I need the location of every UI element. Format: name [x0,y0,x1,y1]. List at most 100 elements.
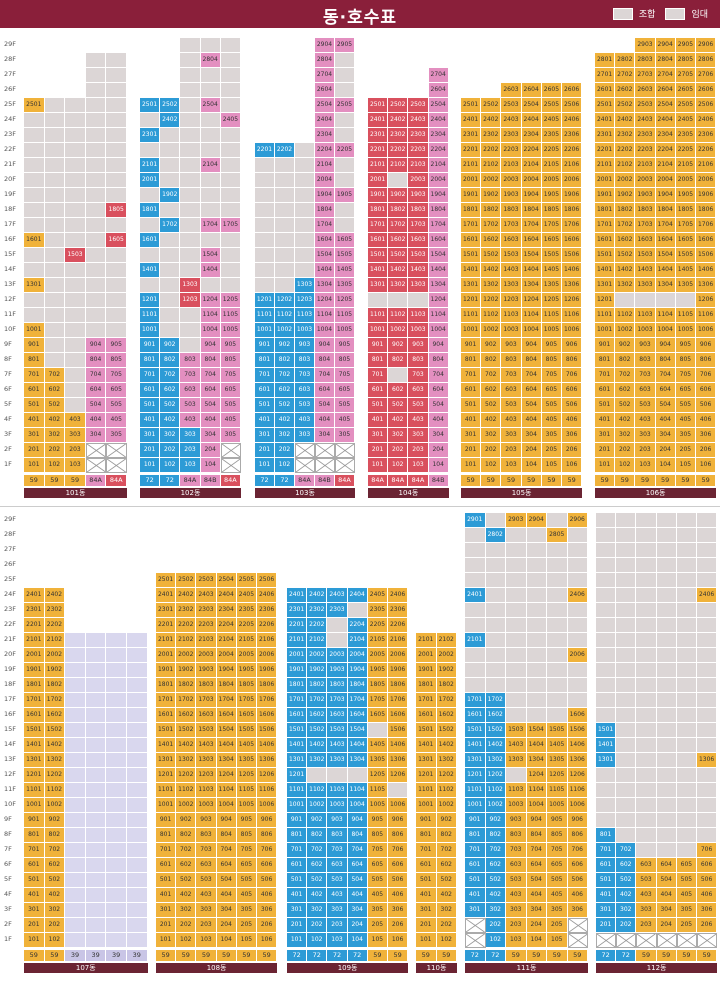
unit-cell: 102 [44,458,66,473]
unit-cell [106,143,127,158]
unit-cell: 1401 [465,738,486,753]
unit-cell [127,813,148,828]
unit-cell [526,633,547,648]
cell-unavailable [697,933,718,948]
unit-cell [85,113,107,128]
unit-cell: 1306 [388,753,409,768]
unit-cell [200,203,221,218]
unit-cell: 905 [367,813,388,828]
unit-cell [180,83,201,98]
unit-cell: 1002 [615,323,636,338]
unit-cell: 2202 [615,143,636,158]
unit-cell: 2001 [287,648,308,663]
unit-cell: 305 [547,903,568,918]
unit-cell: 1806 [562,203,583,218]
unit-cell: 2402 [176,588,197,603]
unit-cell: 2101 [368,158,389,173]
unit-cell: 504 [347,873,368,888]
floor-label: 7F [4,845,12,853]
unit-cell [160,308,181,323]
unit-cell: 902 [481,338,502,353]
unit-cell: 1805 [236,678,257,693]
unit-cell [65,783,86,798]
unit-cell: 2604 [655,83,676,98]
unit-cell [275,158,295,173]
unit-cell [388,173,409,188]
unit-cell: 501 [156,873,177,888]
unit-cell: 304 [521,428,542,443]
unit-cell [636,768,657,783]
unit-cell [127,873,148,888]
unit-cell: 706 [567,843,588,858]
unit-cell: 1104 [200,308,221,323]
unit-type-label: 72 [616,950,636,961]
unit-cell: 505 [675,398,696,413]
unit-cell: 1805 [367,678,388,693]
unit-type-label: 72 [287,950,307,961]
unit-cell: 1102 [388,308,409,323]
unit-cell: 1901 [416,663,437,678]
unit-cell [65,708,86,723]
unit-cell [656,528,677,543]
unit-cell: 2006 [562,173,583,188]
unit-cell [220,173,241,188]
unit-cell: 402 [44,888,66,903]
unit-cell: 1402 [615,263,636,278]
unit-type-label: 59 [567,950,587,961]
unit-cell: 101 [368,458,389,473]
unit-cell: 401 [465,888,486,903]
unit-cell [616,813,637,828]
unit-cell: 503 [501,398,522,413]
unit-cell: 2103 [196,633,217,648]
unit-cell: 2104 [521,158,542,173]
floor-label: 11F [4,310,17,318]
unit-cell: 1404 [428,263,449,278]
floor-label: 2F [4,920,12,928]
unit-type-label: 72 [160,475,180,486]
unit-cell: 1103 [327,783,348,798]
unit-cell [106,768,127,783]
unit-cell: 404 [656,888,677,903]
unit-cell: 402 [436,888,457,903]
unit-type-label: 84A [368,475,388,486]
unit-cell: 502 [388,398,409,413]
unit-cell: 505 [367,873,388,888]
unit-cell [200,173,221,188]
unit-cell: 1305 [547,753,568,768]
unit-cell [567,693,588,708]
unit-cell [656,798,677,813]
unit-cell [85,323,107,338]
unit-cell: 702 [485,843,506,858]
unit-cell [485,513,506,528]
unit-cell: 505 [547,873,568,888]
unit-cell: 703 [196,843,217,858]
unit-cell: 902 [307,813,328,828]
cell-unavailable [676,933,697,948]
unit-cell: 2305 [541,128,562,143]
unit-cell: 604 [315,383,335,398]
unit-type-label: 59 [615,475,635,486]
unit-cell: 1303 [327,753,348,768]
floor-label: 6F [4,860,12,868]
unit-cell [106,188,127,203]
floor-label: 29F [4,515,17,523]
unit-cell: 1005 [236,798,257,813]
unit-cell: 202 [44,443,66,458]
unit-cell: 1102 [176,783,197,798]
unit-cell [106,888,127,903]
unit-cell: 103 [501,458,522,473]
unit-cell: 602 [388,383,409,398]
unit-cell: 1601 [465,708,486,723]
unit-cell: 301 [416,903,437,918]
unit-cell: 1501 [465,723,486,738]
unit-cell: 701 [596,843,617,858]
unit-cell: 1803 [635,203,656,218]
unit-cell: 904 [200,338,221,353]
unit-cell: 101 [461,458,482,473]
unit-cell: 2005 [236,648,257,663]
unit-type-label: 59 [656,950,676,961]
unit-cell [85,158,107,173]
unit-cell: 201 [24,918,45,933]
unit-cell: 102 [176,933,197,948]
unit-cell: 904 [521,338,542,353]
